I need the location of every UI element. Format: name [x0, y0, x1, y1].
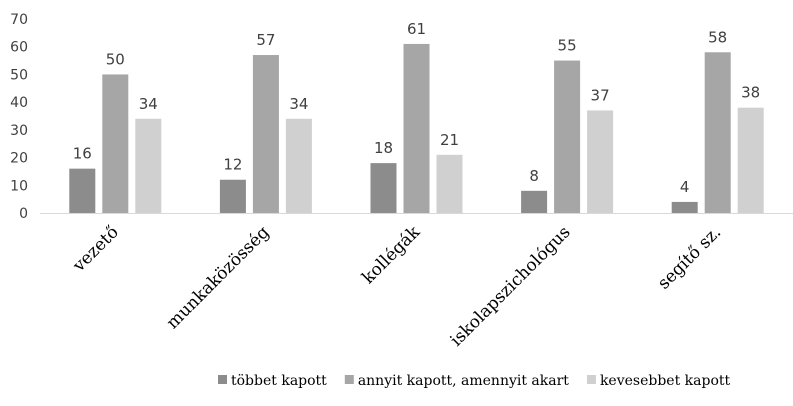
y-tick-label: 30 [10, 123, 28, 139]
y-tick-label: 50 [10, 67, 28, 83]
bar-1 [370, 163, 397, 213]
y-tick-label: 10 [10, 178, 28, 194]
bar-2 [102, 74, 129, 213]
legend-label: kevesebbet kapott [600, 373, 731, 389]
bar-1 [671, 201, 698, 213]
bar-1 [69, 168, 96, 213]
legend-swatch [218, 375, 227, 384]
y-tick-label: 60 [10, 40, 28, 56]
data-label: 18 [374, 139, 393, 157]
data-label: 21 [440, 131, 459, 149]
bar-3 [135, 118, 162, 213]
bar-1 [521, 190, 548, 213]
data-label: 38 [741, 84, 760, 102]
legend-swatch [586, 375, 596, 384]
bar-3 [587, 110, 614, 213]
y-tick-label: 40 [10, 95, 28, 111]
data-label: 50 [106, 50, 125, 68]
data-label: 8 [529, 167, 539, 185]
data-label: 34 [139, 95, 158, 113]
bar-2 [554, 60, 581, 214]
category-label: segítő sz. [654, 222, 725, 293]
bar-3 [436, 154, 463, 213]
bar-3 [285, 118, 312, 213]
data-label: 55 [558, 37, 577, 55]
bar-3 [737, 107, 764, 213]
category-label: vezető [69, 222, 123, 276]
legend-swatch [344, 375, 354, 384]
legend-label: többet kapott [231, 373, 327, 389]
data-label: 37 [591, 86, 610, 104]
data-label: 61 [407, 20, 426, 38]
data-label: 34 [289, 95, 308, 113]
data-label: 16 [73, 145, 92, 163]
y-tick-label: 70 [10, 12, 28, 28]
legend-label: annyit kapott, amennyit akart [358, 373, 569, 389]
category-label: kollégák [358, 222, 424, 288]
bar-2 [403, 43, 430, 213]
y-tick-label: 20 [10, 151, 28, 167]
data-label: 12 [223, 156, 242, 174]
bar-2 [252, 55, 279, 214]
bar-2 [704, 52, 731, 213]
bar-1 [219, 179, 246, 213]
data-label: 4 [680, 178, 690, 196]
category-label: munkaközösség [163, 222, 274, 333]
data-label: 58 [708, 28, 727, 46]
data-label: 57 [256, 31, 275, 49]
category-label: iskolapszichológus [447, 222, 575, 350]
y-tick-label: 0 [19, 206, 28, 222]
